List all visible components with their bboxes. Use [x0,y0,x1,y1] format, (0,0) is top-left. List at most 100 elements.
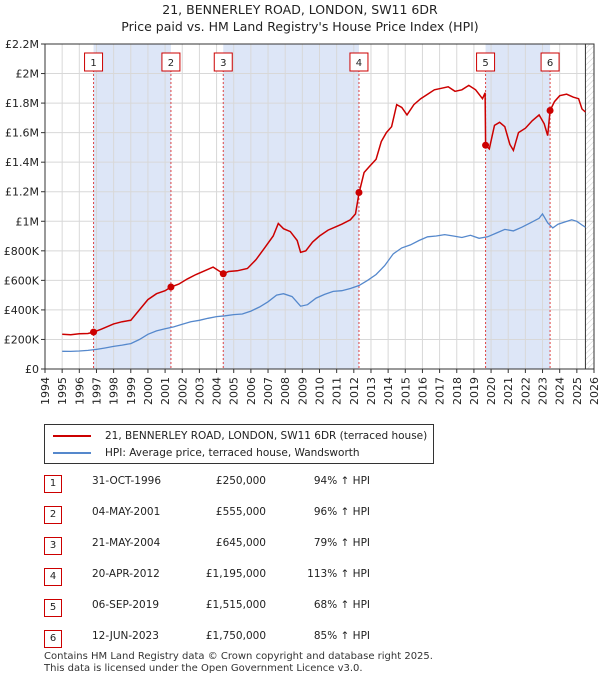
footer: Contains HM Land Registry data © Crown c… [44,651,433,675]
chart-subtitle: Price paid vs. HM Land Registry's House … [121,19,479,34]
x-tick-label: 2003 [193,377,206,405]
sale-label: 3 [220,58,226,69]
sale-point [355,188,363,196]
sale-marker-label: 4 [44,568,62,586]
x-tick-label: 2018 [451,377,464,405]
x-tick-label: 2019 [468,377,481,405]
y-tick-label: £1.6M [5,127,39,140]
x-tick-label: 1997 [90,377,103,405]
sale-hpi: 94% ↑ HPI [313,475,370,487]
sale-point [219,270,227,278]
ownership-period [223,44,359,369]
x-tick-label: 2001 [159,377,172,405]
table-row: 4 20-APR-2012 £1,195,000 113% ↑ HPI [0,565,600,586]
sale-price: £1,195,000 [205,568,266,580]
y-tick-label: £400K [4,304,40,317]
sale-hpi: 68% ↑ HPI [313,599,370,611]
sale-date: 20-APR-2012 [92,568,160,580]
sale-marker-label: 1 [44,475,62,493]
x-tick-label: 2025 [571,377,584,405]
table-row: 2 04-MAY-2001 £555,000 96% ↑ HPI [0,503,600,524]
y-tick-label: £2M [16,68,40,81]
x-tick-label: 2020 [485,377,498,405]
chart-title: 21, BENNERLEY ROAD, LONDON, SW11 6DR [162,2,438,17]
x-tick-label: 2010 [314,377,327,405]
x-tick-label: 2007 [262,377,275,405]
sale-label-box [84,52,104,72]
sale-date: 21-MAY-2004 [92,537,161,549]
x-tick-label: 2026 [588,377,600,405]
sale-date: 06-SEP-2019 [92,599,160,611]
sale-date: 04-MAY-2001 [92,506,161,518]
x-tick-label: 2013 [365,377,378,405]
x-tick-label: 2021 [502,377,515,405]
y-tick-label: £600K [4,274,40,287]
x-tick-label: 2015 [399,377,412,405]
x-tick-label: 2011 [331,377,344,405]
forecast-hatch [585,44,594,369]
ownership-period [485,44,551,369]
sale-price: £250,000 [215,475,266,487]
x-tick-label: 2016 [416,377,429,405]
x-tick-label: 1994 [39,377,52,405]
sale-label: 1 [90,58,96,69]
sale-point [482,141,490,149]
table-row: 3 21-MAY-2004 £645,000 79% ↑ HPI [0,534,600,555]
x-tick-label: 2022 [519,377,532,405]
sale-label: 5 [482,58,488,69]
legend-swatch-hpi [53,452,91,454]
x-tick-label: 2023 [537,377,550,405]
y-tick-label: £1.4M [5,156,39,169]
legend: 21, BENNERLEY ROAD, LONDON, SW11 6DR (te… [44,424,434,464]
sale-label-box [540,52,560,72]
x-tick-label: 2017 [434,377,447,405]
footer-licence: This data is licensed under the Open Gov… [44,663,363,674]
x-tick-label: 2000 [142,377,155,405]
sale-point [167,283,175,291]
y-tick-label: £1M [16,215,40,228]
sale-hpi: 96% ↑ HPI [313,506,370,518]
x-tick-label: 2024 [554,377,567,405]
y-tick-label: £800K [4,245,40,258]
sale-hpi: 113% ↑ HPI [307,568,370,580]
y-tick-label: £1.2M [5,186,39,199]
sale-label-box [476,52,496,72]
footer-copyright: Contains HM Land Registry data © Crown c… [44,651,433,662]
property-price-line [62,84,586,336]
x-tick-label: 2004 [211,377,224,405]
x-tick-label: 2002 [176,377,189,405]
y-tick-label: £200K [4,333,40,346]
sale-label: 4 [356,58,362,69]
x-tick-label: 2006 [245,377,258,405]
y-tick-label: £1.8M [5,97,39,110]
sale-label-box [349,52,369,72]
sale-date: 12-JUN-2023 [92,630,159,642]
table-row: 5 06-SEP-2019 £1,515,000 68% ↑ HPI [0,596,600,617]
sale-price: £1,515,000 [205,599,266,611]
sale-label: 2 [168,58,174,69]
ownership-period [93,44,171,369]
legend-entry-hpi: HPI: Average price, terraced house, Wand… [53,445,360,461]
sale-point [90,328,98,336]
sale-price: £645,000 [215,537,266,549]
hpi-line [62,212,586,353]
sale-hpi: 85% ↑ HPI [313,630,370,642]
sale-label-box [161,52,181,72]
x-tick-label: 2012 [348,377,361,405]
sale-label: 6 [547,58,553,69]
legend-swatch-property [53,435,91,437]
x-tick-label: 2005 [228,377,241,405]
table-row: 6 12-JUN-2023 £1,750,000 85% ↑ HPI [0,627,600,648]
sale-marker-label: 6 [44,630,62,648]
sale-price: £1,750,000 [205,630,266,642]
x-tick-label: 1998 [108,377,121,405]
legend-label-property: 21, BENNERLEY ROAD, LONDON, SW11 6DR (te… [105,430,428,442]
x-tick-label: 2009 [296,377,309,405]
sale-marker-label: 3 [44,537,62,555]
sale-label-box [213,52,233,72]
sale-marker-label: 2 [44,506,62,524]
y-tick-label: £2.2M [5,38,39,51]
x-tick-label: 2014 [382,377,395,405]
sale-date: 31-OCT-1996 [92,475,161,487]
sale-price: £555,000 [215,506,266,518]
